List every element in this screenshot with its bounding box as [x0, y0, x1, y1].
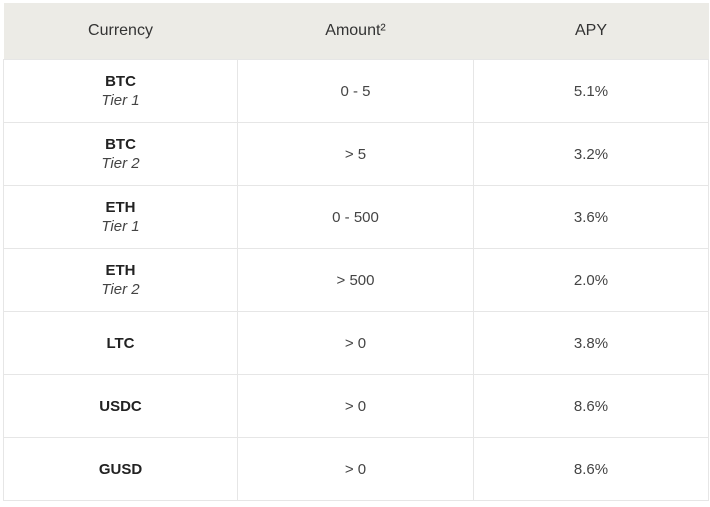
currency-name: GUSD	[98, 460, 143, 478]
table-row: ETH Tier 2 > 500 2.0%	[3, 248, 709, 312]
currency-cell: BTC Tier 2	[3, 122, 238, 186]
apy-cell: 8.6%	[473, 437, 709, 501]
table-row: GUSD > 0 8.6%	[3, 437, 709, 501]
apy-cell: 3.2%	[473, 122, 709, 186]
currency-name: ETH	[105, 199, 136, 216]
header-cell: Amount²	[237, 3, 474, 60]
apy-cell: 3.6%	[473, 185, 709, 249]
currency-name: ETH	[105, 262, 136, 279]
amount-cell: > 0	[237, 437, 474, 501]
currency-name: LTC	[106, 334, 135, 352]
tier-label: Tier 2	[101, 281, 140, 298]
currency-cell: LTC	[3, 311, 238, 375]
header-cell: APY	[473, 3, 709, 60]
amount-cell: 0 - 500	[237, 185, 474, 249]
amount-cell: 0 - 5	[237, 59, 474, 123]
table-row: USDC > 0 8.6%	[3, 374, 709, 438]
tier-label: Tier 1	[101, 92, 140, 109]
currency-cell: USDC	[3, 374, 238, 438]
tier-label: Tier 2	[101, 155, 140, 172]
table-row: BTC Tier 2 > 5 3.2%	[3, 122, 709, 186]
currency-name: BTC	[105, 73, 136, 90]
header-row: Currency Amount² APY	[3, 3, 709, 60]
table-row: LTC > 0 3.8%	[3, 311, 709, 375]
amount-cell: > 5	[237, 122, 474, 186]
table-body: BTC Tier 1 0 - 5 5.1% BTC Tier 2 > 5 3.2% ETH Tie…	[3, 59, 709, 501]
apy-cell: 3.8%	[473, 311, 709, 375]
table-row: BTC Tier 1 0 - 5 5.1%	[3, 59, 709, 123]
currency-name: BTC	[105, 136, 136, 153]
currency-cell: GUSD	[3, 437, 238, 501]
amount-cell: > 500	[237, 248, 474, 312]
currency-cell: ETH Tier 1	[3, 185, 238, 249]
currency-cell: ETH Tier 2	[3, 248, 238, 312]
amount-cell: > 0	[237, 374, 474, 438]
apy-cell: 2.0%	[473, 248, 709, 312]
header-cell: Currency	[3, 3, 238, 60]
amount-cell: > 0	[237, 311, 474, 375]
apy-cell: 8.6%	[473, 374, 709, 438]
tier-label: Tier 1	[101, 218, 140, 235]
currency-cell: BTC Tier 1	[3, 59, 238, 123]
table-row: ETH Tier 1 0 - 500 3.6%	[3, 185, 709, 249]
apy-cell: 5.1%	[473, 59, 709, 123]
currency-name: USDC	[99, 397, 142, 415]
